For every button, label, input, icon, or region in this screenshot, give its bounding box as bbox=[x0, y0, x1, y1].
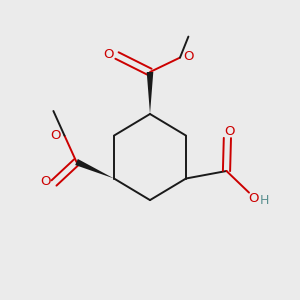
Text: O: O bbox=[224, 125, 235, 138]
Polygon shape bbox=[75, 159, 114, 178]
Text: H: H bbox=[260, 194, 269, 208]
Text: O: O bbox=[248, 191, 259, 205]
Text: O: O bbox=[184, 50, 194, 63]
Text: O: O bbox=[40, 175, 51, 188]
Polygon shape bbox=[147, 72, 153, 114]
Text: O: O bbox=[50, 129, 61, 142]
Text: O: O bbox=[103, 48, 113, 61]
